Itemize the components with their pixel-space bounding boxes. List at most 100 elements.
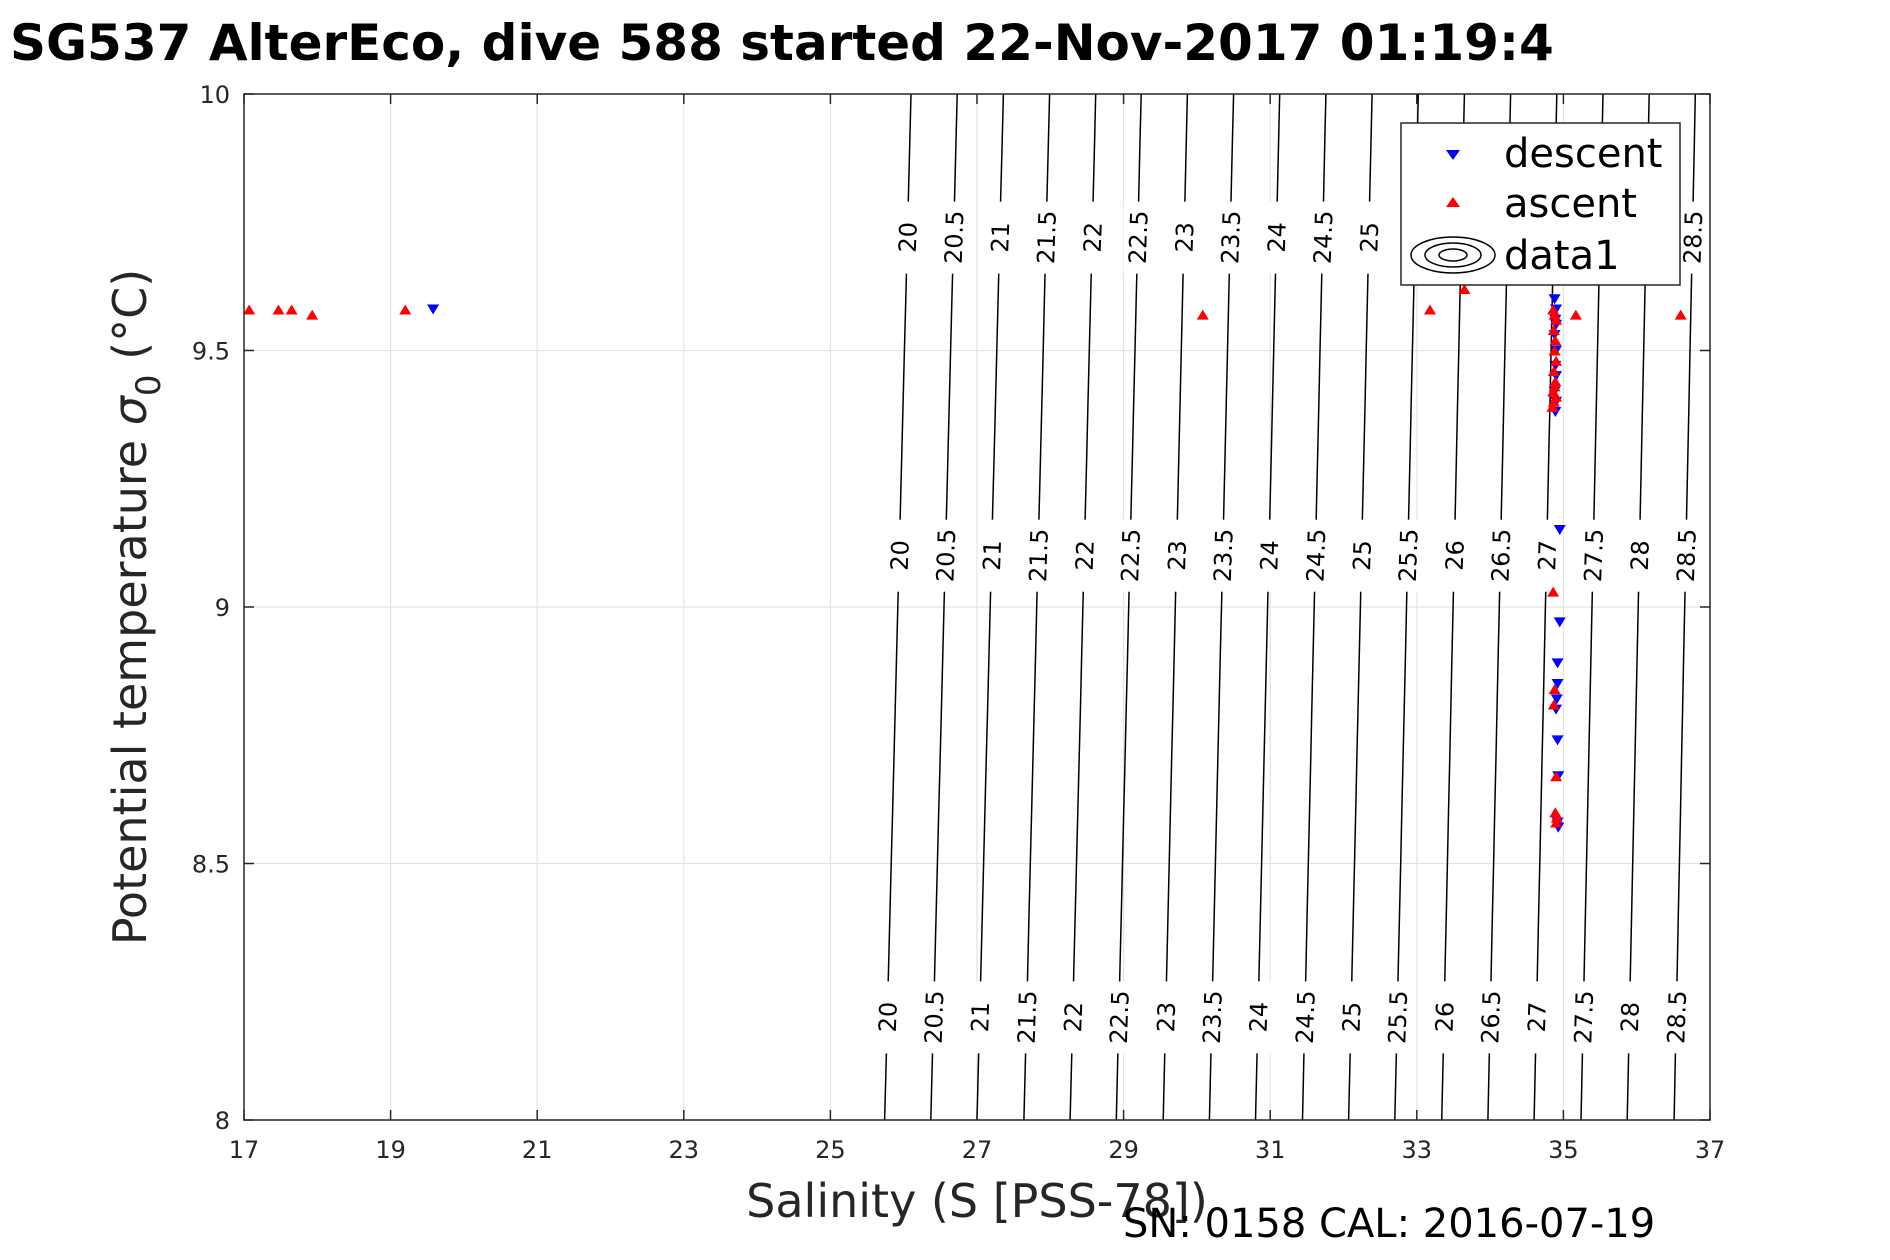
- x-tick-label: 23: [669, 1136, 700, 1164]
- legend-descent-label: descent: [1504, 131, 1662, 177]
- x-tick-label: 29: [1108, 1136, 1139, 1164]
- y-axis-label-subscript: 0: [129, 374, 169, 396]
- isopycnal-label: 26.5: [1476, 990, 1506, 1044]
- ascent-point: [399, 304, 412, 315]
- x-tick-label: 27: [962, 1136, 993, 1164]
- ascent-point: [1674, 309, 1687, 320]
- isopycnal-label-mask: [1569, 981, 1598, 1054]
- isopycnal-label-mask: [1078, 201, 1107, 274]
- isopycnal-label: 25: [1348, 540, 1377, 572]
- ascent-point: [1547, 699, 1560, 710]
- descent-point: [1553, 525, 1566, 536]
- isopycnal-label-mask: [1151, 981, 1180, 1054]
- isopycnal-label-mask: [1169, 201, 1198, 274]
- ascent-point: [272, 304, 285, 315]
- isopycnal-label-mask: [1336, 981, 1365, 1054]
- isopycnal-label: 23.5: [1198, 990, 1228, 1044]
- y-tick-label: 8: [215, 1107, 230, 1135]
- isopycnal-label: 20: [874, 1001, 903, 1033]
- isopycnal-label: 22: [1071, 540, 1100, 572]
- isopycnal-label: 24.5: [1291, 990, 1321, 1044]
- y-tick-label: 9: [215, 594, 230, 622]
- isopycnal-label-mask: [1615, 981, 1644, 1054]
- isopycnal-label-mask: [1254, 519, 1283, 592]
- ascent-point: [1548, 309, 1561, 320]
- isopycnal-label: 22: [1079, 222, 1108, 254]
- legend-contour-icon: [1410, 236, 1496, 274]
- isopycnal-label-mask: [1301, 519, 1330, 592]
- descent-point: [427, 304, 440, 315]
- isopycnal-label-mask: [1476, 981, 1505, 1054]
- footer-serial-calibration: SN: 0158 CAL: 2016-07-19: [1123, 1201, 1655, 1247]
- isopycnal-label-mask: [1625, 519, 1654, 592]
- isopycnal-label-mask: [977, 519, 1006, 592]
- y-axis-label: Potential temperature σ0 (°C): [103, 269, 169, 945]
- isopycnal-label: 26: [1441, 540, 1470, 572]
- isopycnal-label-mask: [1354, 201, 1383, 274]
- ascent-point: [1423, 304, 1436, 315]
- isopycnal-label-mask: [873, 981, 902, 1054]
- x-tick-label: 35: [1548, 1136, 1579, 1164]
- ascent-point: [1549, 807, 1562, 818]
- ascent-point: [1550, 817, 1563, 828]
- isopycnal-label-mask: [1243, 981, 1272, 1054]
- isopycnal-label: 26: [1430, 1001, 1459, 1033]
- x-tick-label: 33: [1402, 1136, 1433, 1164]
- isopycnal-label-mask: [1123, 201, 1152, 274]
- isopycnal-label: 28.5: [1678, 210, 1708, 264]
- isopycnal-label-mask: [1308, 201, 1337, 274]
- isopycnal-label: 25: [1337, 1001, 1366, 1033]
- x-tick-label: 17: [229, 1136, 260, 1164]
- isopycnal-label: 27: [1533, 540, 1562, 572]
- ascent-point: [1550, 812, 1563, 823]
- isopycnal-label-mask: [1522, 981, 1551, 1054]
- isopycnal-label-mask: [1162, 519, 1191, 592]
- x-tick-label: 19: [375, 1136, 406, 1164]
- legend-descent-marker: [1446, 150, 1460, 160]
- isopycnal-label: 25: [1355, 222, 1384, 254]
- isopycnal-label: 27.5: [1569, 990, 1599, 1044]
- ascent-point: [1547, 396, 1560, 407]
- isopycnal-label-mask: [1104, 981, 1133, 1054]
- isopycnal-label: 24: [1255, 540, 1284, 572]
- isopycnal-label-mask: [1290, 981, 1319, 1054]
- isopycnal-label-mask: [1058, 981, 1087, 1054]
- ascent-point: [1458, 283, 1471, 294]
- ascent-point: [1548, 345, 1561, 356]
- ascent-point: [1196, 309, 1209, 320]
- isopycnal-label: 25.5: [1383, 990, 1413, 1044]
- isopycnal-label-mask: [1031, 201, 1060, 274]
- ascent-point: [1547, 366, 1560, 377]
- isopycnal-label-mask: [931, 519, 960, 592]
- ascent-point: [1547, 586, 1560, 597]
- isopycnal-label: 25.5: [1394, 528, 1424, 582]
- isopycnal-label-mask: [1012, 981, 1041, 1054]
- isopycnal-label-mask: [885, 519, 914, 592]
- isopycnal-label: 28: [1626, 540, 1655, 572]
- ascent-point: [1546, 401, 1559, 412]
- y-axis-label-main: Potential temperature: [103, 425, 157, 945]
- y-axis-label-unit: (°C): [103, 269, 157, 375]
- ascent-point: [243, 304, 256, 315]
- descent-point: [1553, 617, 1566, 628]
- isopycnal-label-mask: [1486, 519, 1515, 592]
- chart-title: SG537 AlterEco, dive 588 started 22-Nov-…: [10, 14, 1554, 72]
- isopycnal-label-mask: [1579, 519, 1608, 592]
- isopycnal-label: 20: [894, 222, 923, 254]
- legend-ascent-label: ascent: [1504, 181, 1637, 227]
- isopycnal-label: 23: [1152, 1001, 1181, 1033]
- isopycnal-label: 21: [966, 1001, 995, 1033]
- grid: [244, 94, 1710, 1120]
- isopycnal-label-mask: [919, 981, 948, 1054]
- data-markers: [243, 283, 1687, 833]
- legend: descent ascent data1: [1400, 122, 1681, 286]
- isopycnal-label: 28.5: [1672, 528, 1702, 582]
- ascent-point: [285, 304, 298, 315]
- isopycnal-label-mask: [1024, 519, 1053, 592]
- isopycnal-label-mask: [1208, 519, 1237, 592]
- isopycnal-label-mask: [893, 201, 922, 274]
- isopycnal-label: 23.5: [1209, 528, 1239, 582]
- isopycnal-label-mask: [965, 981, 994, 1054]
- descent-point: [1551, 735, 1564, 746]
- isopycnal-label-mask: [1347, 519, 1376, 592]
